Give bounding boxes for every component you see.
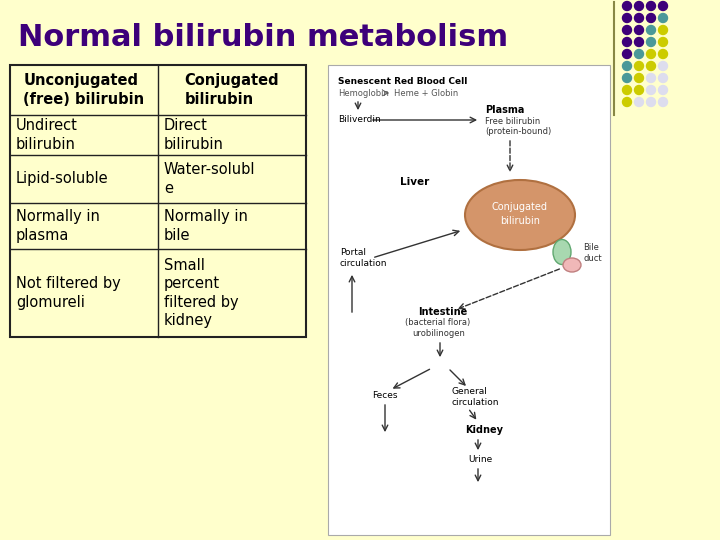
- Text: bilirubin: bilirubin: [500, 216, 540, 226]
- Circle shape: [634, 14, 644, 23]
- Text: Heme + Globin: Heme + Globin: [394, 89, 458, 98]
- Text: Kidney: Kidney: [465, 425, 503, 435]
- Text: Normally in
bile: Normally in bile: [164, 209, 248, 243]
- Text: Undirect
bilirubin: Undirect bilirubin: [16, 118, 78, 152]
- Text: (bacterial flora): (bacterial flora): [405, 319, 470, 327]
- Text: Conjugated: Conjugated: [492, 202, 548, 212]
- Text: Free bilirubin: Free bilirubin: [485, 117, 540, 125]
- Circle shape: [623, 2, 631, 10]
- Circle shape: [623, 62, 631, 71]
- Ellipse shape: [553, 240, 571, 265]
- Circle shape: [659, 62, 667, 71]
- Text: Liver: Liver: [400, 177, 429, 187]
- Circle shape: [659, 37, 667, 46]
- Text: Water-solubl
e: Water-solubl e: [164, 162, 256, 196]
- Circle shape: [623, 73, 631, 83]
- Circle shape: [659, 98, 667, 106]
- Text: Unconjugated
(free) bilirubin: Unconjugated (free) bilirubin: [24, 73, 145, 107]
- Circle shape: [659, 25, 667, 35]
- Circle shape: [647, 37, 655, 46]
- Circle shape: [659, 73, 667, 83]
- Text: Hemoglobin: Hemoglobin: [338, 89, 389, 98]
- Ellipse shape: [465, 180, 575, 250]
- Text: Normal bilirubin metabolism: Normal bilirubin metabolism: [18, 24, 508, 52]
- Circle shape: [623, 50, 631, 58]
- Text: Senescent Red Blood Cell: Senescent Red Blood Cell: [338, 78, 467, 86]
- Text: Intestine: Intestine: [418, 307, 467, 317]
- Circle shape: [647, 62, 655, 71]
- Circle shape: [659, 14, 667, 23]
- Text: (protein-bound): (protein-bound): [485, 126, 552, 136]
- Circle shape: [634, 98, 644, 106]
- Bar: [10, 65, 306, 337]
- Text: Biliverdin: Biliverdin: [338, 116, 381, 125]
- Text: Not filtered by
glomureli: Not filtered by glomureli: [16, 276, 121, 310]
- Text: urobilinogen: urobilinogen: [412, 328, 465, 338]
- Circle shape: [634, 2, 644, 10]
- Text: Lipid-soluble: Lipid-soluble: [16, 172, 109, 186]
- Text: Normally in
plasma: Normally in plasma: [16, 209, 100, 243]
- Circle shape: [647, 50, 655, 58]
- Circle shape: [634, 85, 644, 94]
- Circle shape: [634, 73, 644, 83]
- Circle shape: [634, 37, 644, 46]
- Circle shape: [634, 25, 644, 35]
- Text: Small
percent
filtered by
kidney: Small percent filtered by kidney: [164, 258, 238, 328]
- Text: Conjugated
bilirubin: Conjugated bilirubin: [185, 73, 279, 107]
- Circle shape: [623, 25, 631, 35]
- Circle shape: [647, 25, 655, 35]
- Text: Plasma: Plasma: [485, 105, 524, 115]
- Text: Portal
circulation: Portal circulation: [340, 248, 387, 268]
- Text: Direct
bilirubin: Direct bilirubin: [164, 118, 224, 152]
- Bar: [328, 65, 610, 535]
- Text: Urine: Urine: [468, 456, 492, 464]
- Circle shape: [659, 50, 667, 58]
- Circle shape: [659, 85, 667, 94]
- Text: Feces: Feces: [372, 390, 397, 400]
- Circle shape: [659, 2, 667, 10]
- Circle shape: [623, 37, 631, 46]
- Circle shape: [634, 50, 644, 58]
- Text: Bile
duct: Bile duct: [583, 244, 602, 262]
- Circle shape: [647, 85, 655, 94]
- Ellipse shape: [563, 258, 581, 272]
- Text: General
circulation: General circulation: [452, 387, 500, 407]
- Circle shape: [623, 14, 631, 23]
- Circle shape: [623, 98, 631, 106]
- Circle shape: [647, 2, 655, 10]
- Circle shape: [623, 85, 631, 94]
- Circle shape: [647, 14, 655, 23]
- Circle shape: [647, 73, 655, 83]
- Circle shape: [634, 62, 644, 71]
- Circle shape: [647, 98, 655, 106]
